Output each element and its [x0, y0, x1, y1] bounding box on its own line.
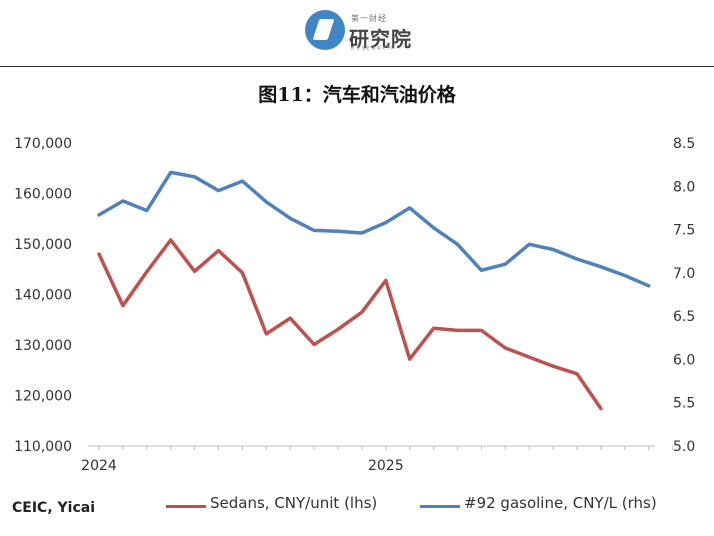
yicai-research-logo: 第一财经 研究院 RESEARCH [305, 10, 415, 56]
logo-main-text: 研究院 [349, 27, 412, 51]
y-left-tick-label: 130,000 [14, 338, 72, 354]
logo-small-text: 第一财经 [351, 14, 387, 23]
y-right-tick-label: 8.0 [673, 179, 695, 195]
legend-swatch-gasoline [420, 505, 460, 508]
header: 第一财经 研究院 RESEARCH [0, 0, 714, 66]
y-left-tick-label: 110,000 [14, 439, 72, 455]
y-left-tick-label: 140,000 [14, 288, 72, 304]
logo-mark-icon [305, 10, 345, 50]
y-right-tick-label: 5.0 [673, 439, 695, 455]
y-right-tick-label: 7.5 [673, 223, 695, 239]
y-left-tick-label: 170,000 [14, 136, 72, 152]
y-right-tick-label: 6.0 [673, 352, 695, 368]
y-right-tick-label: 8.5 [673, 136, 695, 152]
y-right-tick-label: 5.5 [673, 396, 695, 412]
x-tick-label: 2025 [368, 458, 404, 474]
x-tick-label: 2024 [81, 458, 117, 474]
legend-label-sedans: Sedans, CNY/unit (lhs) [210, 494, 378, 512]
y-left-tick-label: 160,000 [14, 187, 72, 203]
y-left-tick-label: 150,000 [14, 237, 72, 253]
legend-label-gasoline: #92 gasoline, CNY/L (rhs) [464, 494, 657, 512]
logo-sub-text: RESEARCH [351, 46, 394, 52]
legend-swatch-sedans [166, 505, 206, 508]
chart-title: 图11：汽车和汽油价格 [258, 84, 456, 106]
sedans-series-line [97, 238, 603, 411]
y-right-tick-label: 7.0 [673, 266, 695, 282]
header-divider [0, 66, 714, 67]
gasoline-series-line [97, 170, 651, 288]
y-left-tick-label: 120,000 [14, 389, 72, 405]
source-note: CEIC, Yicai [12, 500, 95, 516]
y-right-tick-label: 6.5 [673, 309, 695, 325]
